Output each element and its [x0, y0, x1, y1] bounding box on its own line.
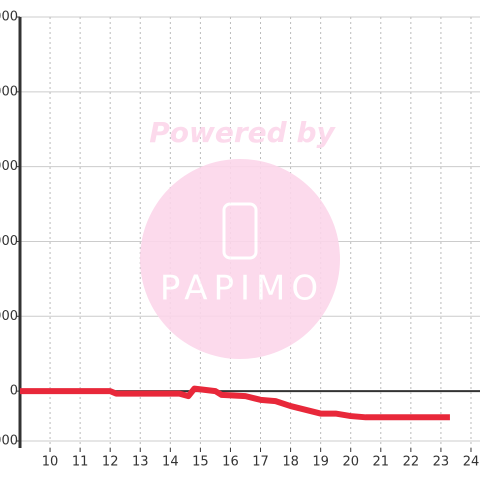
- x-tick-label: 20: [342, 455, 359, 470]
- y-tick-label: 150,000: [0, 10, 18, 25]
- y-tick-label: 0: [10, 384, 18, 399]
- x-tick-label: 15: [192, 455, 209, 470]
- x-tick-label: 21: [373, 455, 390, 470]
- x-tick-label: 17: [252, 455, 269, 470]
- watermark-icon: [222, 202, 258, 260]
- watermark-logo: PAPIMO: [160, 269, 324, 309]
- x-tick-label: 14: [162, 455, 179, 470]
- x-tick-label: 16: [222, 455, 239, 470]
- x-tick-label: 24: [463, 455, 480, 470]
- x-tick-label: 11: [72, 455, 89, 470]
- y-tick-label: 30,000: [0, 309, 18, 324]
- x-tick-label: 18: [282, 455, 299, 470]
- data-line: [20, 385, 450, 421]
- y-tick-label: 120,000: [0, 84, 18, 99]
- y-tick-label: 60,000: [0, 234, 18, 249]
- x-tick-label: 19: [312, 455, 329, 470]
- x-tick-label: 12: [102, 455, 119, 470]
- watermark: Powered by PAPIMO: [140, 116, 340, 359]
- x-tick-label: 22: [403, 455, 420, 470]
- y-tick-label: 90,000: [0, 159, 18, 174]
- x-tick-label: 10: [42, 455, 59, 470]
- y-tick-label: -20,000: [0, 434, 18, 449]
- x-tick-label: 13: [132, 455, 149, 470]
- x-tick-label: 23: [433, 455, 450, 470]
- watermark-caption: Powered by: [149, 116, 336, 149]
